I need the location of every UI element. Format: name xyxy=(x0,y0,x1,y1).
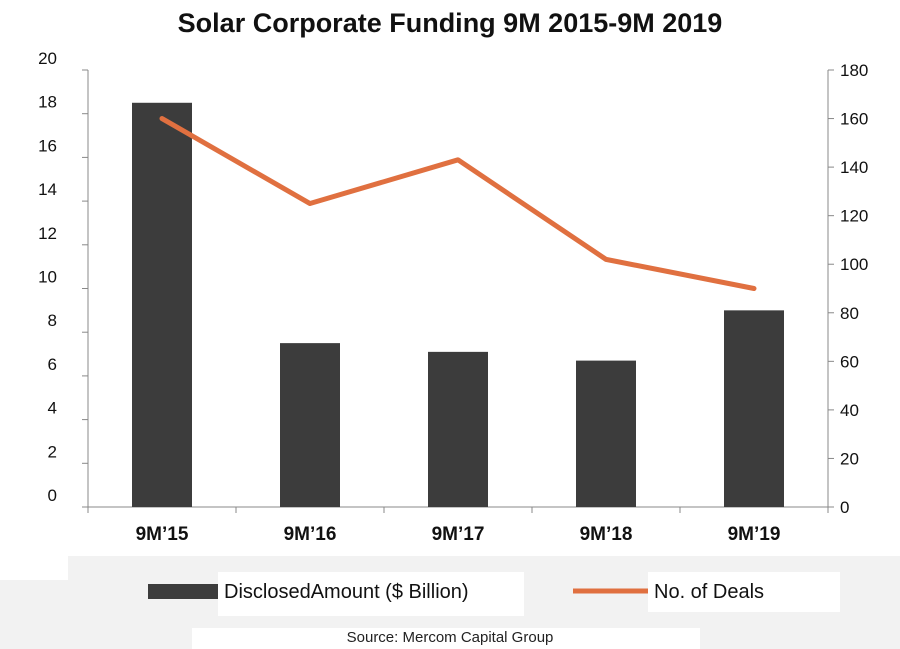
right-tick-label: 120 xyxy=(840,207,868,226)
legend-swatch-bars xyxy=(148,584,218,599)
right-tick-label: 180 xyxy=(840,61,868,80)
left-tick-label: 16 xyxy=(38,136,57,155)
right-axis-ticks: 0 20 40 60 80 100 120 140 160 180 xyxy=(828,61,868,517)
right-tick-label: 60 xyxy=(840,352,859,371)
left-axis-ticks: 0 2 4 6 8 10 12 14 16 18 20 xyxy=(38,49,88,508)
bar xyxy=(576,360,636,507)
left-tick-label: 14 xyxy=(38,180,57,199)
legend-label-line: No. of Deals xyxy=(654,581,764,603)
left-tick-label: 8 xyxy=(48,311,57,330)
left-axis-panel xyxy=(0,46,68,580)
right-axis-panel xyxy=(808,46,900,556)
bar-series xyxy=(132,102,784,508)
legend-label-bars: DisclosedAmount ($ Billion) xyxy=(224,581,469,603)
bar xyxy=(724,310,784,507)
bar xyxy=(428,351,488,507)
left-tick-label: 12 xyxy=(38,224,57,243)
x-tick-label: 9M’15 xyxy=(136,524,189,545)
title-panel xyxy=(0,0,900,46)
bar xyxy=(280,343,340,507)
left-tick-label: 4 xyxy=(48,399,57,418)
left-tick-label: 10 xyxy=(38,268,57,287)
right-tick-label: 80 xyxy=(840,304,859,323)
left-tick-label: 2 xyxy=(48,442,57,461)
left-tick-label: 6 xyxy=(48,355,57,374)
source-panel xyxy=(192,628,700,649)
x-tick-label: 9M’16 xyxy=(284,524,337,545)
legend-panel-bars xyxy=(218,572,524,616)
chart-title: Solar Corporate Funding 9M 2015-9M 2019 xyxy=(178,8,723,38)
right-tick-label: 140 xyxy=(840,158,868,177)
right-tick-label: 160 xyxy=(840,110,868,129)
legend-panel-line xyxy=(648,572,840,612)
line-series xyxy=(159,116,757,291)
left-tick-label: 0 xyxy=(48,486,57,505)
x-tick-label: 9M’17 xyxy=(432,524,485,545)
bar xyxy=(132,102,192,508)
left-tick-label: 18 xyxy=(38,93,57,112)
right-tick-label: 20 xyxy=(840,449,859,468)
x-tick-label: 9M’19 xyxy=(728,524,781,545)
right-tick-label: 100 xyxy=(840,255,868,274)
right-tick-label: 40 xyxy=(840,401,859,420)
x-tick-label: 9M’18 xyxy=(580,524,633,545)
x-axis-labels: 9M’15 9M’16 9M’17 9M’18 9M’19 xyxy=(87,507,829,545)
left-tick-label: 20 xyxy=(38,49,57,68)
source-note: Source: Mercom Capital Group xyxy=(347,629,554,646)
right-tick-label: 0 xyxy=(840,498,849,517)
